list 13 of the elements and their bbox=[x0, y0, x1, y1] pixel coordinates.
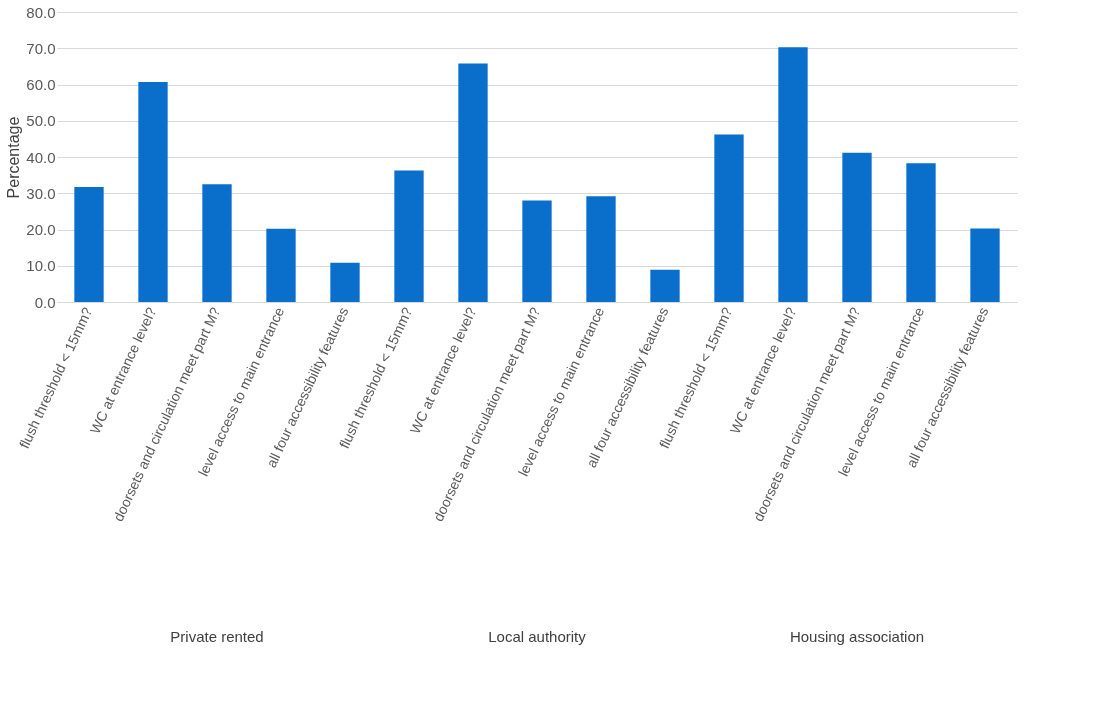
y-tick-label: 40.0 bbox=[26, 148, 56, 166]
text: Local authority bbox=[488, 628, 587, 645]
y-tick-label: 80.0 bbox=[26, 3, 56, 21]
y-tick-label: 0.0 bbox=[34, 293, 56, 311]
y-tick-label: 60.0 bbox=[26, 76, 56, 93]
text: Private rented bbox=[170, 628, 264, 645]
y-tick-label: 70.0 bbox=[26, 39, 56, 57]
text: Housing association bbox=[789, 628, 925, 645]
y-tick-label: 30.0 bbox=[26, 184, 56, 202]
y-tick-label: 10.0 bbox=[26, 257, 56, 275]
y-tick-label: 20.0 bbox=[26, 221, 56, 238]
y-axis-title: Percentage bbox=[5, 116, 23, 199]
y-tick-label: 50.0 bbox=[26, 112, 56, 130]
